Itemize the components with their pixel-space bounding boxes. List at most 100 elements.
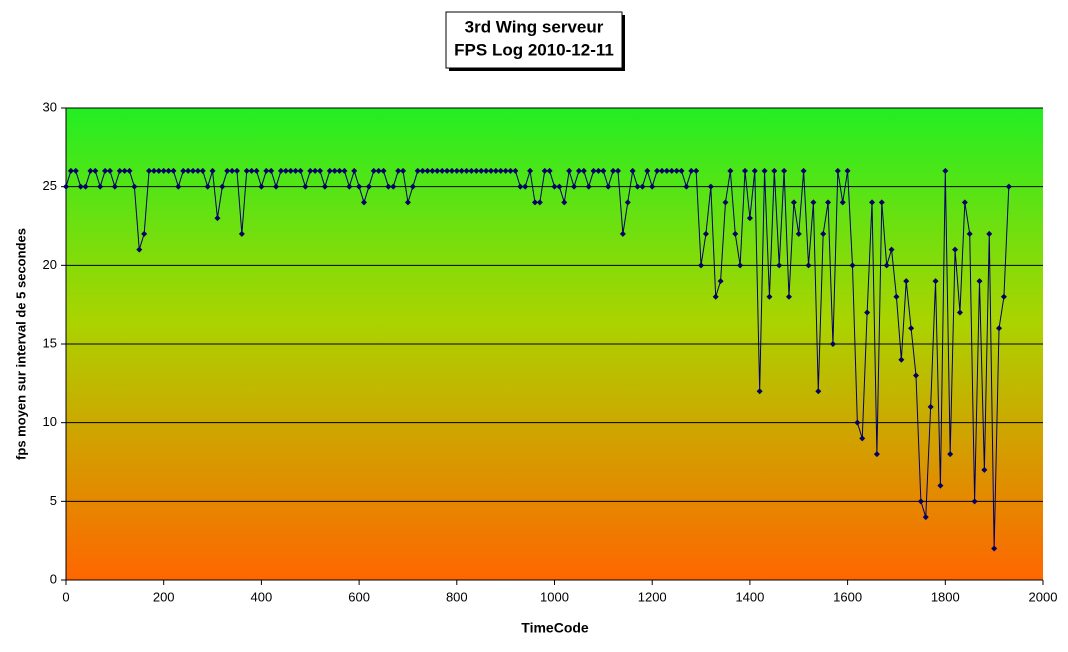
point bbox=[859, 435, 866, 442]
point bbox=[331, 167, 338, 174]
point bbox=[512, 167, 519, 174]
point bbox=[610, 167, 617, 174]
point bbox=[185, 167, 192, 174]
point bbox=[317, 167, 324, 174]
point bbox=[312, 167, 319, 174]
x-tick-label: 200 bbox=[153, 589, 175, 604]
point bbox=[370, 167, 377, 174]
point bbox=[487, 167, 494, 174]
point bbox=[893, 293, 900, 300]
point bbox=[346, 183, 353, 190]
point bbox=[307, 167, 314, 174]
point bbox=[644, 167, 651, 174]
point bbox=[561, 199, 568, 206]
point bbox=[87, 167, 94, 174]
point bbox=[727, 167, 734, 174]
point bbox=[981, 466, 988, 473]
point bbox=[121, 167, 128, 174]
chart-title: 3rd Wing serveur bbox=[465, 17, 604, 36]
x-tick-label: 1200 bbox=[638, 589, 667, 604]
point bbox=[947, 451, 954, 458]
point bbox=[820, 230, 827, 237]
point bbox=[229, 167, 236, 174]
point bbox=[966, 230, 973, 237]
point bbox=[126, 167, 133, 174]
point bbox=[844, 167, 851, 174]
point bbox=[536, 199, 543, 206]
point bbox=[810, 199, 817, 206]
y-tick-label: 20 bbox=[43, 257, 57, 272]
y-tick-label: 15 bbox=[43, 335, 57, 350]
point bbox=[854, 419, 861, 426]
point bbox=[92, 167, 99, 174]
point bbox=[566, 167, 573, 174]
point bbox=[722, 199, 729, 206]
point bbox=[297, 167, 304, 174]
point bbox=[688, 167, 695, 174]
point bbox=[761, 167, 768, 174]
point bbox=[971, 498, 978, 505]
point bbox=[424, 167, 431, 174]
point bbox=[375, 167, 382, 174]
title-box bbox=[445, 11, 623, 69]
x-tick-label: 600 bbox=[348, 589, 370, 604]
y-tick-label: 25 bbox=[43, 178, 57, 193]
y-axis-label: fps moyen sur interval de 5 secondes bbox=[13, 228, 28, 460]
point bbox=[776, 262, 783, 269]
point bbox=[155, 167, 162, 174]
point bbox=[702, 230, 709, 237]
point bbox=[180, 167, 187, 174]
point bbox=[141, 230, 148, 237]
point bbox=[737, 262, 744, 269]
point bbox=[497, 167, 504, 174]
x-tick-label: 1000 bbox=[540, 589, 569, 604]
y-tick-label: 10 bbox=[43, 414, 57, 429]
point bbox=[580, 167, 587, 174]
point bbox=[658, 167, 665, 174]
point bbox=[839, 199, 846, 206]
point bbox=[473, 167, 480, 174]
y-tick-label: 30 bbox=[43, 99, 57, 114]
point bbox=[194, 167, 201, 174]
point bbox=[825, 199, 832, 206]
point bbox=[67, 167, 74, 174]
point bbox=[888, 246, 895, 253]
point bbox=[483, 167, 490, 174]
point bbox=[878, 199, 885, 206]
point bbox=[360, 199, 367, 206]
point bbox=[668, 167, 675, 174]
point bbox=[927, 403, 934, 410]
point bbox=[624, 199, 631, 206]
point bbox=[683, 183, 690, 190]
point bbox=[912, 372, 919, 379]
point bbox=[502, 167, 509, 174]
point bbox=[849, 262, 856, 269]
point bbox=[1000, 293, 1007, 300]
point bbox=[336, 167, 343, 174]
point bbox=[551, 183, 558, 190]
point bbox=[605, 183, 612, 190]
point bbox=[790, 199, 797, 206]
point bbox=[204, 183, 211, 190]
point bbox=[922, 514, 929, 521]
point bbox=[785, 293, 792, 300]
point bbox=[150, 167, 157, 174]
point bbox=[287, 167, 294, 174]
point bbox=[698, 262, 705, 269]
point bbox=[595, 167, 602, 174]
chart-title: FPS Log 2010-12-11 bbox=[454, 40, 614, 59]
point bbox=[869, 199, 876, 206]
point bbox=[458, 167, 465, 174]
point bbox=[746, 215, 753, 222]
point bbox=[1005, 183, 1012, 190]
point bbox=[654, 167, 661, 174]
point bbox=[903, 278, 910, 285]
point bbox=[517, 183, 524, 190]
point bbox=[639, 183, 646, 190]
point bbox=[233, 167, 240, 174]
point bbox=[522, 183, 529, 190]
point bbox=[468, 167, 475, 174]
point bbox=[908, 325, 915, 332]
point bbox=[952, 246, 959, 253]
